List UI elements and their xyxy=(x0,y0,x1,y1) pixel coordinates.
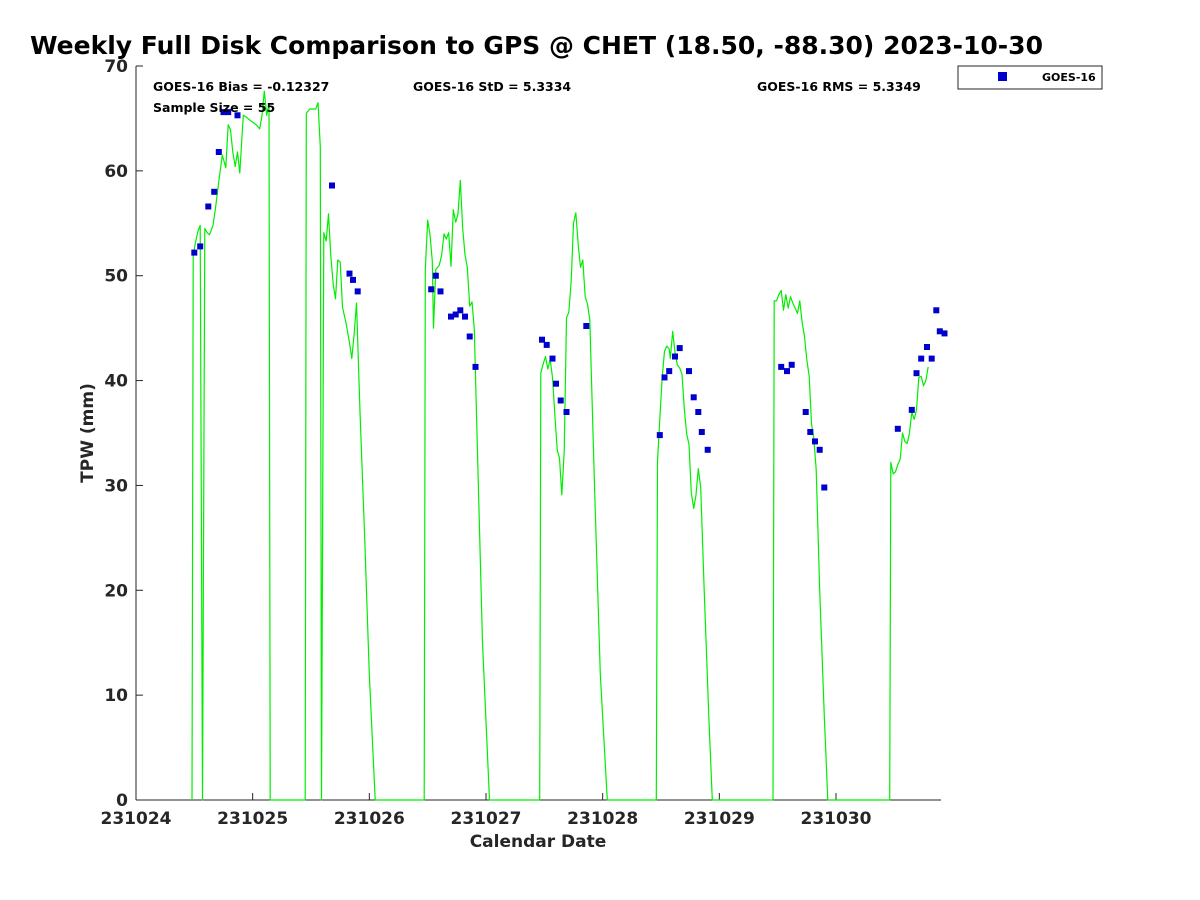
goes16-point xyxy=(936,328,943,335)
legend-box xyxy=(957,65,1103,90)
goes16-point xyxy=(448,313,454,320)
goes16-point xyxy=(924,344,930,350)
goes16-point xyxy=(690,394,697,401)
x-tick-label: 231027 xyxy=(451,809,522,829)
goes16-point xyxy=(583,323,590,329)
goes16-point xyxy=(215,149,222,155)
goes16-point xyxy=(197,243,204,250)
y-tick-label: 50 xyxy=(104,267,128,287)
goes16-point xyxy=(704,446,711,453)
y-tick-label: 30 xyxy=(104,476,128,496)
goes16-point xyxy=(452,311,459,318)
goes16-point xyxy=(672,353,678,360)
x-tick-label: 231025 xyxy=(217,809,288,829)
goes16-point xyxy=(784,368,790,375)
goes16-point xyxy=(933,307,940,314)
goes16-point xyxy=(234,112,241,119)
goes16-point xyxy=(225,109,232,116)
stat-sample-size: Sample Size = 55 xyxy=(153,100,275,115)
goes16-point xyxy=(816,446,823,453)
y-tick-label: 0 xyxy=(116,791,128,811)
chart-title: Weekly Full Disk Comparison to GPS @ CHE… xyxy=(30,31,1043,60)
gps-line-layer xyxy=(191,90,929,801)
goes16-point xyxy=(918,355,925,362)
x-tick-label: 231028 xyxy=(567,809,638,829)
goes16-marker-layer xyxy=(191,109,948,491)
goes16-point xyxy=(549,355,556,362)
plot-frame xyxy=(135,66,941,801)
x-tick-label: 231026 xyxy=(334,809,405,829)
x-tick-label: 231024 xyxy=(101,809,172,829)
goes16-point xyxy=(472,363,479,370)
y-ticks: 0 10 20 30 40 50 60 70 xyxy=(104,57,143,811)
gps-tpw-line xyxy=(191,90,929,801)
goes16-point xyxy=(807,429,814,435)
y-tick-label: 10 xyxy=(104,686,128,706)
goes16-point xyxy=(457,307,464,314)
goes16-point xyxy=(788,361,795,368)
goes16-point xyxy=(802,409,809,415)
goes16-point xyxy=(329,182,335,189)
goes16-point xyxy=(686,368,692,375)
legend-label-goes16: GOES-16 xyxy=(1042,71,1096,84)
x-ticks: 231024 231025 231026 231027 231028 231029 2310… xyxy=(101,793,872,829)
stat-bias: GOES-16 Bias = -0.12327 xyxy=(153,79,329,94)
goes16-point xyxy=(428,286,435,293)
stat-std: GOES-16 StD = 5.3334 xyxy=(413,79,571,94)
goes16-point xyxy=(437,288,444,295)
goes16-point xyxy=(205,203,212,210)
goes16-point xyxy=(908,406,915,413)
y-tick-label: 70 xyxy=(104,57,128,77)
goes16-point xyxy=(656,432,663,439)
goes16-point xyxy=(539,336,545,343)
goes16-point xyxy=(462,313,468,320)
goes16-point xyxy=(666,368,673,375)
legend-marker xyxy=(998,72,1007,81)
goes16-point xyxy=(894,425,901,432)
goes16-point xyxy=(698,429,705,435)
goes16-point xyxy=(941,330,948,337)
goes16-point xyxy=(466,333,473,340)
goes16-point xyxy=(543,341,550,348)
goes16-point xyxy=(928,355,935,362)
y-tick-label: 60 xyxy=(104,162,128,182)
goes16-point xyxy=(211,188,218,195)
goes16-point xyxy=(432,272,439,279)
goes16-point xyxy=(661,374,668,381)
goes16-point xyxy=(913,370,920,377)
goes16-point xyxy=(346,270,353,277)
goes16-point xyxy=(695,409,702,415)
goes16-point xyxy=(676,345,683,352)
goes16-point xyxy=(553,380,559,387)
x-axis-label: Calendar Date xyxy=(470,832,607,852)
goes16-point xyxy=(191,249,198,256)
y-tick-label: 20 xyxy=(104,581,128,601)
x-tick-label: 231029 xyxy=(684,809,755,829)
y-tick-label: 40 xyxy=(104,372,128,392)
goes16-point xyxy=(350,276,356,283)
goes16-point xyxy=(812,438,818,445)
x-tick-label: 231030 xyxy=(801,809,872,829)
goes16-point xyxy=(821,484,828,491)
goes16-point xyxy=(563,409,570,415)
stat-rms: GOES-16 RMS = 5.3349 xyxy=(757,79,921,94)
goes16-point xyxy=(354,288,361,295)
goes16-point xyxy=(220,109,227,116)
goes16-point xyxy=(557,397,564,404)
legend: GOES-16 xyxy=(957,65,1103,90)
goes16-point xyxy=(778,363,785,370)
y-axis-label: TPW (mm) xyxy=(78,383,98,483)
